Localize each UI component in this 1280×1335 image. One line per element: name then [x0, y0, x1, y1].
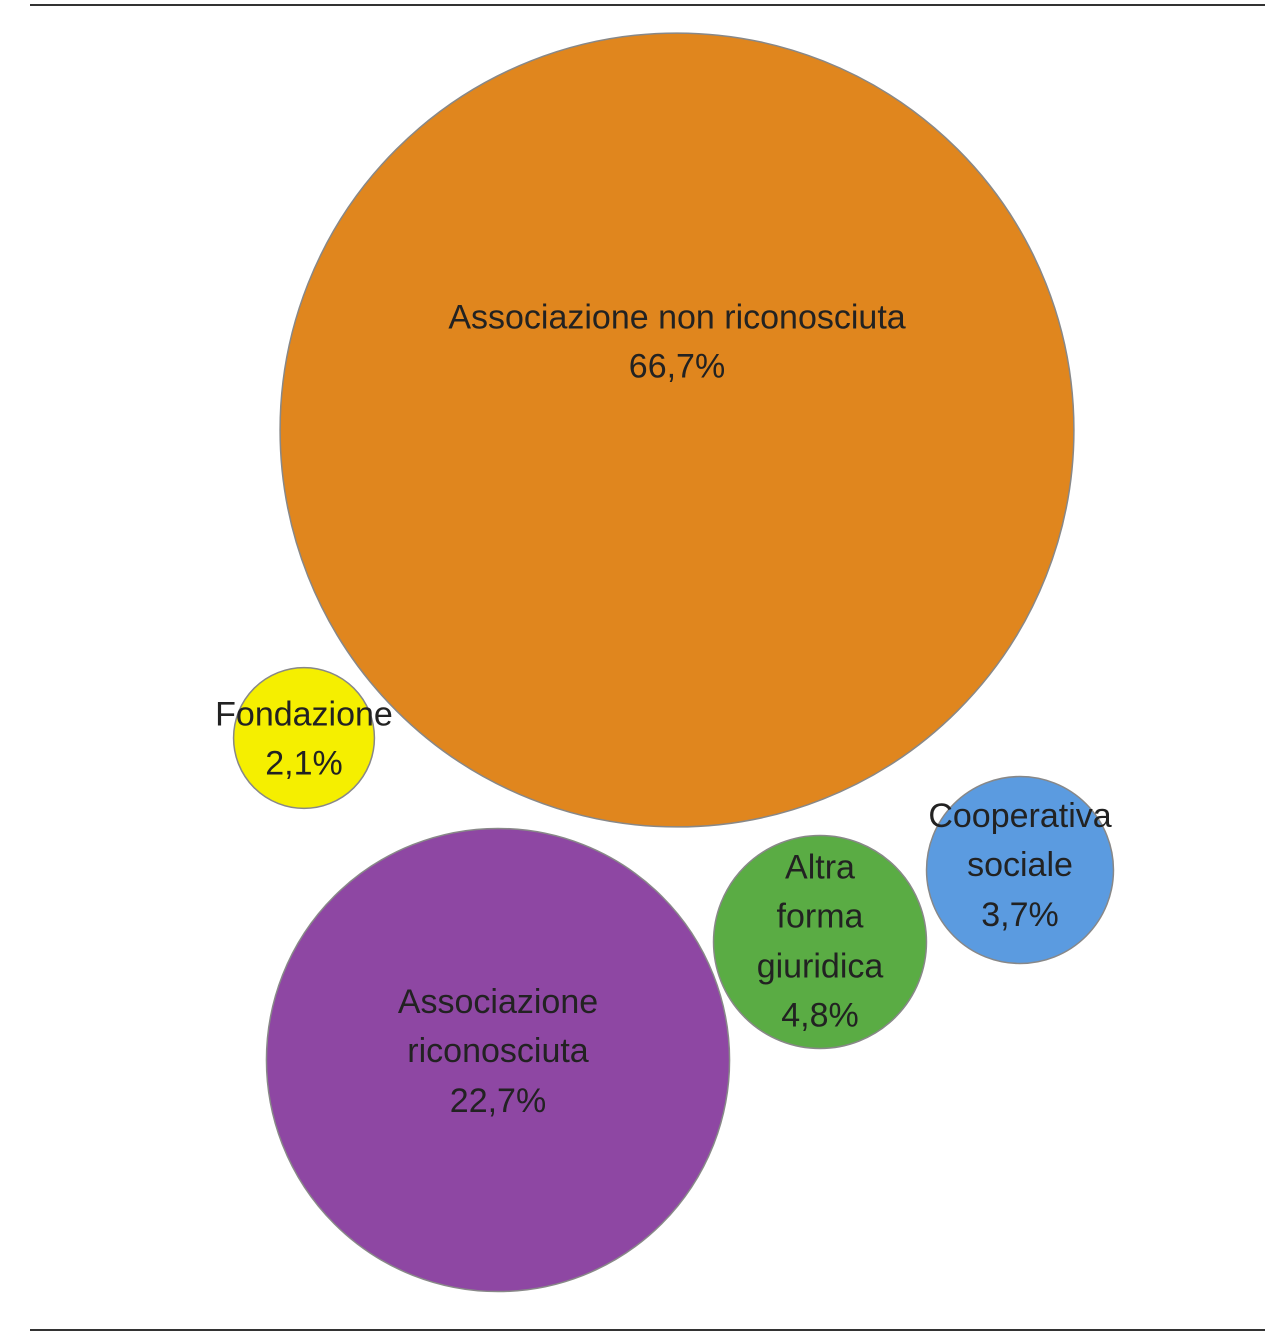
category-label: Associazione non riconosciuta	[448, 298, 906, 337]
bubble	[925, 775, 1115, 965]
value-label: 4,8%	[781, 996, 859, 1035]
value-label: 3,7%	[981, 895, 1059, 934]
bubble-label: Associazione non riconosciuta 66,7%	[327, 294, 1027, 393]
category-label: Fondazione	[215, 695, 393, 734]
bubble-label: Fondazione 2,1%	[184, 691, 424, 790]
category-label: Associazione riconosciuta	[397, 983, 599, 1071]
bubble	[265, 827, 731, 1293]
category-label: Cooperativa sociale	[928, 797, 1112, 885]
bubble-label: Associazione riconosciuta 22,7%	[363, 978, 633, 1126]
bubble-label: Cooperativa sociale 3,7%	[920, 792, 1120, 940]
bubble	[232, 666, 376, 810]
value-label: 22,7%	[449, 1081, 547, 1120]
value-label: 2,1%	[265, 745, 343, 783]
bubble	[279, 32, 1075, 828]
category-label: Altra forma giuridica	[756, 848, 884, 985]
value-label: 66,7%	[628, 348, 726, 386]
bubble	[712, 834, 928, 1050]
bubble-label: Altra forma giuridica 4,8%	[740, 843, 900, 1040]
